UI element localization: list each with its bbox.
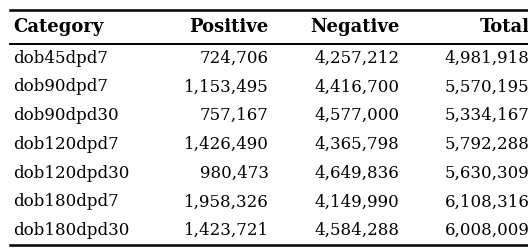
Text: 4,584,288: 4,584,288 <box>314 222 399 239</box>
Text: 4,649,836: 4,649,836 <box>315 165 399 182</box>
Text: dob120dpd30: dob120dpd30 <box>13 165 129 182</box>
Text: 5,570,195: 5,570,195 <box>445 78 528 95</box>
Text: 1,423,721: 1,423,721 <box>184 222 269 239</box>
Text: Total: Total <box>480 18 528 36</box>
Text: dob90dpd30: dob90dpd30 <box>13 107 119 124</box>
Text: 4,149,990: 4,149,990 <box>315 194 399 210</box>
Text: 4,981,918: 4,981,918 <box>445 50 528 66</box>
Text: 980,473: 980,473 <box>200 165 269 182</box>
Text: Negative: Negative <box>310 18 399 36</box>
Text: 5,792,288: 5,792,288 <box>445 136 528 153</box>
Text: 757,167: 757,167 <box>200 107 269 124</box>
Text: 6,008,009: 6,008,009 <box>445 222 528 239</box>
Text: dob45dpd7: dob45dpd7 <box>13 50 108 66</box>
Text: dob180dpd7: dob180dpd7 <box>13 194 119 210</box>
Text: 4,365,798: 4,365,798 <box>315 136 399 153</box>
Text: 4,577,000: 4,577,000 <box>314 107 399 124</box>
Text: dob120dpd7: dob120dpd7 <box>13 136 119 153</box>
Text: 6,108,316: 6,108,316 <box>445 194 528 210</box>
Text: 5,630,309: 5,630,309 <box>445 165 528 182</box>
Text: 1,153,495: 1,153,495 <box>184 78 269 95</box>
Text: dob180dpd30: dob180dpd30 <box>13 222 129 239</box>
Text: 4,257,212: 4,257,212 <box>314 50 399 66</box>
Text: 5,334,167: 5,334,167 <box>445 107 528 124</box>
Text: 1,958,326: 1,958,326 <box>184 194 269 210</box>
Text: Category: Category <box>13 18 103 36</box>
Text: 4,416,700: 4,416,700 <box>314 78 399 95</box>
Text: 724,706: 724,706 <box>200 50 269 66</box>
Text: dob90dpd7: dob90dpd7 <box>13 78 108 95</box>
Text: Positive: Positive <box>190 18 269 36</box>
Text: 1,426,490: 1,426,490 <box>184 136 269 153</box>
